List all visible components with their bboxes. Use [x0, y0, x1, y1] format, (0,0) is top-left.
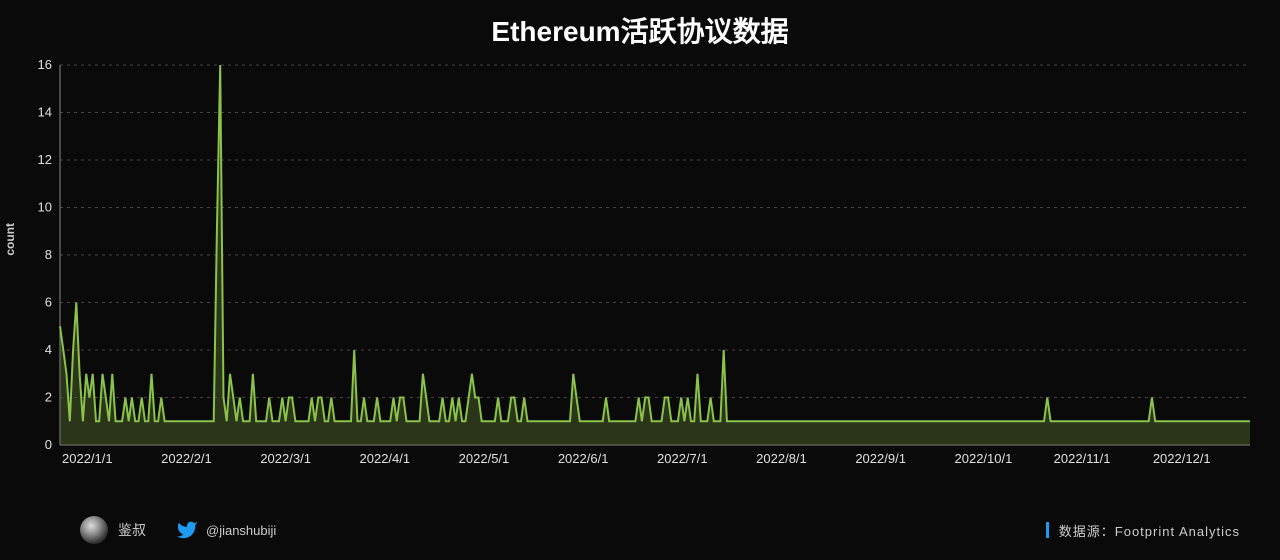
chart-container: count 02468101214162022/1/12022/2/12022/… [20, 55, 1260, 475]
svg-text:4: 4 [45, 342, 52, 357]
author-name: 鉴叔 [118, 520, 146, 540]
svg-text:2022/8/1: 2022/8/1 [756, 451, 807, 466]
svg-text:2022/4/1: 2022/4/1 [360, 451, 411, 466]
svg-text:2022/11/1: 2022/11/1 [1054, 451, 1111, 466]
svg-text:14: 14 [38, 105, 52, 120]
svg-text:2022/10/1: 2022/10/1 [955, 451, 1013, 466]
svg-text:2022/7/1: 2022/7/1 [657, 451, 708, 466]
svg-text:10: 10 [38, 200, 52, 215]
source-bar-icon [1046, 522, 1049, 538]
svg-text:8: 8 [45, 247, 52, 262]
svg-text:2: 2 [45, 390, 52, 405]
twitter-icon [176, 519, 198, 541]
svg-text:12: 12 [38, 152, 52, 167]
svg-text:2022/9/1: 2022/9/1 [855, 451, 906, 466]
svg-text:2022/3/1: 2022/3/1 [260, 451, 311, 466]
avatar [80, 516, 108, 544]
footer: 鉴叔 @jianshubiji 数据源：Footprint Analytics [0, 510, 1280, 550]
twitter-handle: @jianshubiji [206, 523, 276, 538]
svg-text:2022/12/1: 2022/12/1 [1153, 451, 1211, 466]
svg-text:2022/6/1: 2022/6/1 [558, 451, 609, 466]
page-title: Ethereum活跃协议数据 [0, 0, 1280, 50]
svg-text:16: 16 [38, 57, 52, 72]
svg-text:6: 6 [45, 295, 52, 310]
svg-text:2022/5/1: 2022/5/1 [459, 451, 510, 466]
source-label: 数据源：Footprint Analytics [1059, 521, 1240, 540]
svg-text:2022/1/1: 2022/1/1 [62, 451, 113, 466]
line-chart: 0 2 4 6 8 10 12 14 16 2022/1/1 2022/2/1 2022/3/1 202… [20, 55, 1260, 475]
y-axis-label: count [3, 223, 17, 256]
svg-text:2022/2/1: 2022/2/1 [161, 451, 212, 466]
svg-text:0: 0 [45, 437, 52, 452]
